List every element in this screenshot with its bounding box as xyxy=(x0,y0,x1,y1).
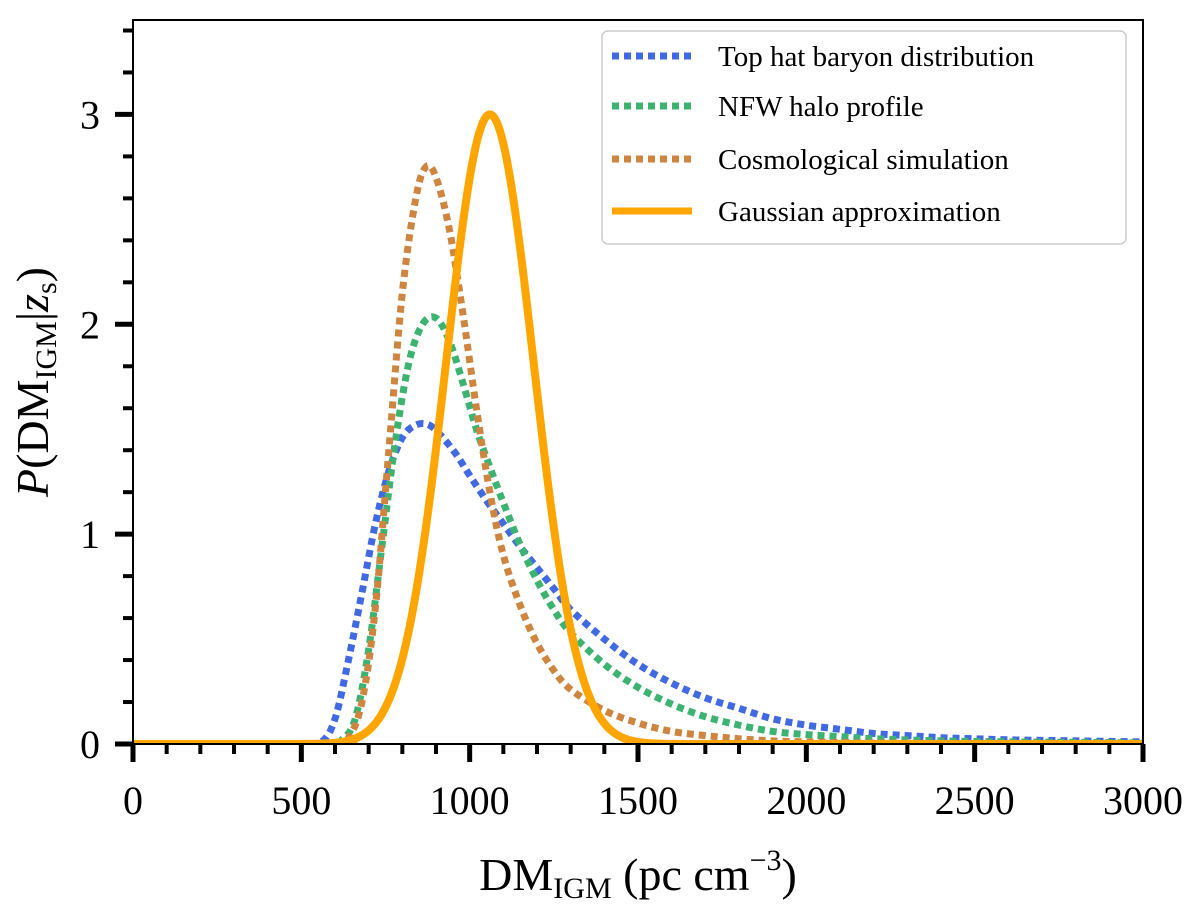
y-axis-title-open: (DM xyxy=(7,379,58,468)
x-tick-label: 0 xyxy=(123,778,143,823)
series-top-hat xyxy=(133,419,1143,744)
x-axis-title-main: DM xyxy=(479,849,553,900)
y-tick-label: 1 xyxy=(80,512,100,557)
legend-label-nfw: NFW halo profile xyxy=(718,91,924,123)
y-tick-label: 3 xyxy=(80,92,100,137)
x-axis-title: DMIGM (pc cm−3) xyxy=(479,844,797,905)
tick-labels-layer: 0 500 1000 1500 2000 2500 3000 0 1 2 3 xyxy=(80,92,1183,823)
y-axis-title-bar: | xyxy=(7,312,58,321)
x-axis-title-rest: (pc cm xyxy=(612,849,750,900)
x-axis-title-sub: IGM xyxy=(553,872,611,905)
legend: Top hat baryon distribution NFW halo pro… xyxy=(601,30,1127,245)
x-tick-label: 2000 xyxy=(766,778,846,823)
x-tick-label: 500 xyxy=(271,778,331,823)
y-axis-title-close: ) xyxy=(7,267,58,282)
x-axis-title-close: ) xyxy=(782,849,797,900)
y-tick-label: 2 xyxy=(80,302,100,347)
y-tick-label: 0 xyxy=(80,722,100,767)
y-axis-title-z: z xyxy=(7,294,58,313)
y-axis-title: P(DMIGM|zs) xyxy=(7,267,63,498)
x-tick-label: 3000 xyxy=(1103,778,1183,823)
legend-label-cosmological: Cosmological simulation xyxy=(718,144,1009,176)
y-axis-title-italic: P xyxy=(7,469,58,498)
y-axis-title-sub: IGM xyxy=(30,321,63,379)
legend-box xyxy=(601,30,1127,245)
legend-label-top-hat: Top hat baryon distribution xyxy=(718,41,1035,73)
x-tick-label: 1500 xyxy=(598,778,678,823)
y-axis-title-zsub: s xyxy=(30,282,63,294)
x-tick-label: 2500 xyxy=(935,778,1015,823)
x-axis-title-sup: −3 xyxy=(750,844,782,877)
ticks-layer xyxy=(115,28,1146,762)
legend-label-gaussian: Gaussian approximation xyxy=(718,196,1001,228)
x-tick-label: 1000 xyxy=(430,778,510,823)
